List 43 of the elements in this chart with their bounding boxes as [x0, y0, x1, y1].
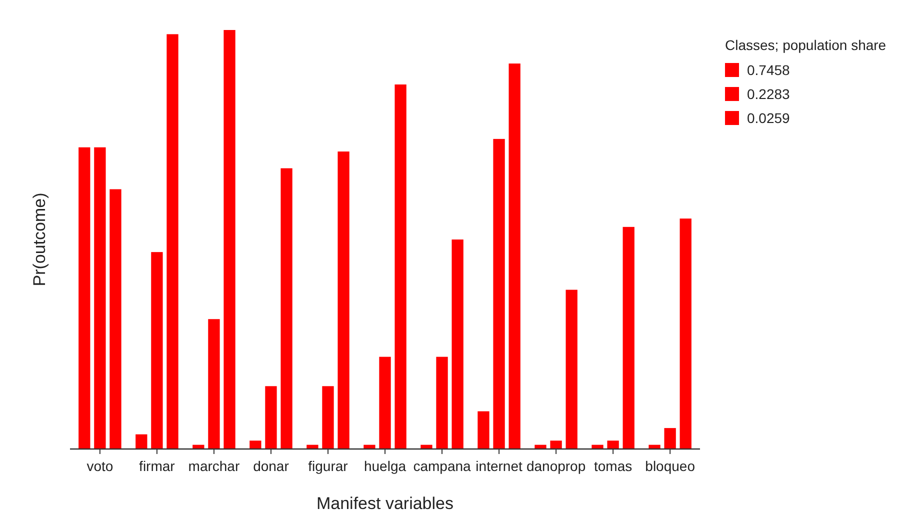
x-tick-label: donar	[253, 458, 290, 474]
legend-label: 0.2283	[747, 86, 790, 102]
x-tick-label: figurar	[308, 458, 348, 474]
bar	[436, 356, 448, 449]
x-tick-label: tomas	[594, 458, 632, 474]
y-axis-title: Pr(outcome)	[30, 192, 49, 286]
bar	[664, 428, 676, 449]
bar	[151, 252, 163, 449]
bar	[78, 147, 90, 449]
bar	[452, 240, 464, 449]
bar	[566, 290, 578, 449]
x-tick-label: internet	[476, 458, 522, 474]
bar	[265, 386, 277, 449]
bar	[622, 226, 634, 449]
x-tick-label: huelga	[364, 458, 406, 474]
bar	[224, 30, 236, 449]
legend-title: Classes; population share	[725, 37, 886, 53]
bar	[680, 218, 692, 449]
bar	[394, 84, 406, 449]
x-tick-label: campana	[413, 458, 472, 474]
x-tick-label: firmar	[139, 458, 176, 474]
bar	[280, 168, 292, 449]
x-tick-label: marchar	[188, 458, 240, 474]
bar	[166, 34, 178, 449]
bar	[110, 189, 122, 449]
bar	[250, 440, 262, 449]
x-tick-label: voto	[86, 458, 114, 474]
bar	[94, 147, 106, 449]
x-tick-label: danoprop	[526, 458, 586, 474]
bar	[338, 152, 350, 449]
legend-label: 0.7458	[747, 62, 790, 78]
bar	[208, 319, 220, 449]
bar	[322, 386, 334, 449]
bar	[136, 434, 148, 449]
bar	[508, 64, 520, 449]
bar	[550, 440, 562, 449]
x-tick-label: bloqueo	[645, 458, 696, 474]
bar	[607, 440, 619, 449]
x-axis-title: Manifest variables	[316, 494, 454, 513]
bar	[493, 138, 505, 449]
bar	[478, 411, 490, 449]
bar	[379, 356, 391, 449]
legend-label: 0.0259	[747, 110, 790, 126]
